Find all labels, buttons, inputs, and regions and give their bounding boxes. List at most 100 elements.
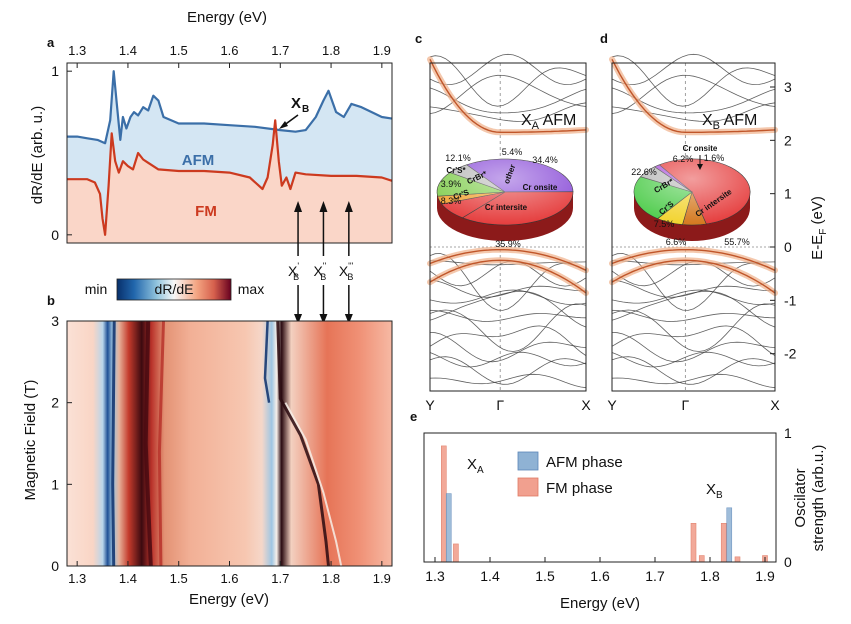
panel-a-xtick-label: 1.4 <box>119 43 137 58</box>
panel-e-xtick-label: 1.5 <box>535 568 555 584</box>
panel-b-xtick-label: 1.9 <box>373 571 391 586</box>
band-line <box>429 279 586 298</box>
k-label: Γ <box>496 397 504 413</box>
panel-d-bands <box>609 53 778 391</box>
pie-side <box>634 192 750 241</box>
panel-b-xtick-label: 1.6 <box>220 571 238 586</box>
band-line <box>611 289 776 305</box>
panel-d-ytick-label: 2 <box>784 132 792 148</box>
arrow-label: X'' B <box>313 261 326 282</box>
panel-a-xtick-label: 1.7 <box>271 43 289 58</box>
band-line <box>611 351 776 368</box>
panel-e-xtick-label: 1.7 <box>645 568 665 584</box>
panel-e-ylabel-1: Oscilator <box>792 468 809 527</box>
pie-percent-label: 1.6% <box>704 153 725 163</box>
panel-d-title: XB AFM <box>702 112 757 132</box>
panel-a-xtick-label: 1.6 <box>220 43 238 58</box>
panel-b-ytick-label: 3 <box>51 313 59 329</box>
panel-a-title: Energy (eV) <box>187 9 267 26</box>
band-line <box>429 55 587 107</box>
pie-side <box>437 192 573 241</box>
band-line <box>429 102 587 122</box>
panel-e-xtick-label: 1.4 <box>480 568 500 584</box>
arrow-up-head <box>319 201 328 212</box>
panel-e-xticks: 1.3 1.4 1.5 1.6 1.7 1.8 1.9 <box>425 557 775 584</box>
band-line <box>611 309 776 322</box>
panel-d-yticks: -2 -1 0 1 2 3 <box>770 79 797 362</box>
xb-annotation-label: X <box>291 95 301 112</box>
arrow-down-head <box>319 314 328 324</box>
panel-d-ytick-label: 3 <box>784 79 792 95</box>
band-line <box>611 102 776 122</box>
band-line <box>611 291 776 328</box>
panel-e-xtick-label: 1.6 <box>590 568 610 584</box>
colorbar-max-label: max <box>238 281 264 297</box>
k-label: X <box>581 397 591 413</box>
panel-a-yticks: 01 <box>51 63 72 243</box>
panel-d-ytick-label: 0 <box>784 239 792 255</box>
band-line <box>429 356 587 385</box>
panel-b-label: b <box>47 293 55 308</box>
legend-afm-swatch <box>517 451 539 471</box>
panel-c-label: c <box>415 31 422 46</box>
band-line <box>611 332 776 363</box>
panel-b-xtick-label: 1.4 <box>119 571 137 586</box>
pie-onsite-arrowhead <box>697 164 703 170</box>
panel-d-ytick-label: 1 <box>784 186 792 202</box>
pie-percent-label: 34.4% <box>532 155 558 165</box>
panel-b-xtick-label: 1.3 <box>68 571 86 586</box>
xb-annotation-arrowhead <box>279 121 288 129</box>
panel-e-xtick-label: 1.8 <box>700 568 720 584</box>
panel-a-xtick-label: 1.8 <box>322 43 340 58</box>
band-line <box>429 289 587 305</box>
panel-c-pie: 34.4% 35.9% 8.3% 3.9% 12.1% 5.4% Cr onsite Cr i… <box>436 147 574 249</box>
panel-a-ytick-label: 1 <box>51 63 59 79</box>
arrow-label-sub: B <box>293 272 299 282</box>
band-line <box>429 325 587 357</box>
band-line <box>429 291 587 328</box>
arrow-label-sup: ''' <box>348 261 353 271</box>
arrow-label-main: X <box>288 263 298 279</box>
colorbar: min dR/dE max <box>85 278 264 301</box>
panel-d-ytick-label: -1 <box>784 292 797 308</box>
afm-bar <box>726 507 733 563</box>
fm-bar <box>690 522 697 563</box>
pie-slice-name: Cr intersite <box>485 203 528 212</box>
valence-band-hl <box>429 249 587 271</box>
arrow-label-sup: '' <box>323 261 327 271</box>
panel-a-plot <box>67 70 393 243</box>
panel-b-ytick-label: 1 <box>51 476 59 492</box>
fm-fill <box>67 120 392 243</box>
panel-d-label: d <box>600 31 608 46</box>
panel-a-xtick-label: 1.9 <box>373 43 391 58</box>
panel-b-ylabel: Magnetic Field (T) <box>22 380 39 501</box>
panel-e-ytick-label: 1 <box>784 425 792 441</box>
arrow-label: X''' B <box>339 261 354 282</box>
k-label: Y <box>425 397 435 413</box>
band-line <box>611 325 776 357</box>
panel-a-xticks: 1.3 1.4 1.5 1.6 1.7 1.8 1.9 <box>68 43 391 68</box>
heatmap <box>67 321 392 566</box>
fm-bar <box>734 556 741 563</box>
xb-label: XB <box>706 481 723 501</box>
panel-a-ylabel: dR/dE (arb. u.) <box>29 106 46 204</box>
pie-slice-name: Cr'S* <box>446 166 466 175</box>
colorbar-gradient <box>116 278 232 301</box>
pie-percent-label: 8.3% <box>441 196 462 206</box>
heatmap-streaks <box>111 320 343 567</box>
afm-line <box>67 70 393 145</box>
band-line <box>429 303 587 352</box>
panel-b-ytick-label: 0 <box>51 558 59 574</box>
band-line <box>429 253 587 311</box>
band-line <box>429 373 587 389</box>
arrow-label-sub: B <box>320 272 326 282</box>
xb-annotation-sub: B <box>302 104 309 115</box>
legend-fm-label: FM phase <box>546 480 613 497</box>
panel-c-title: XA AFM <box>521 112 576 132</box>
streak-blue-2 <box>263 320 271 403</box>
arrow-label: X' B <box>288 261 299 282</box>
pie-percent-label: 6.6% <box>666 237 687 247</box>
arrow-label-main: X <box>339 263 349 279</box>
